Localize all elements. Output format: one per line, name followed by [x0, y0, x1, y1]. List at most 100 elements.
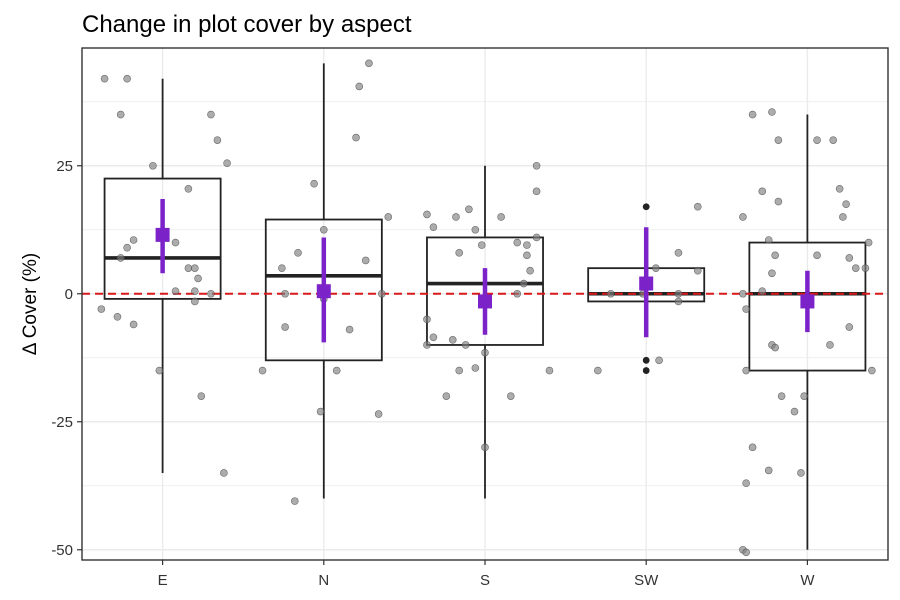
data-point: [310, 179, 318, 188]
x-axis-ticks: E N S SW W: [158, 560, 815, 589]
data-point: [213, 136, 222, 144]
box-e: [103, 177, 222, 300]
data-point: [452, 213, 460, 221]
data-point: [523, 251, 531, 260]
x-tick-label: E: [158, 572, 168, 589]
data-point: [513, 289, 522, 298]
mean-markers: [155, 199, 815, 343]
outliers: [642, 203, 650, 374]
data-point: [532, 161, 541, 170]
data-point: [481, 443, 489, 452]
data-point: [594, 366, 602, 375]
data-point: [835, 185, 844, 193]
data-point: [606, 289, 615, 298]
data-point: [316, 407, 325, 416]
data-point: [748, 443, 757, 452]
data-point: [771, 251, 779, 260]
outlier-point: [642, 367, 650, 374]
y-axis-ticks: -50 -25 0 25: [51, 158, 82, 559]
data-point: [523, 241, 531, 249]
data-point: [758, 287, 767, 296]
data-point: [545, 366, 554, 375]
data-point: [191, 264, 199, 272]
data-point: [116, 254, 125, 262]
data-point: [455, 366, 464, 375]
data-point: [652, 264, 660, 272]
chart-title: Change in plot cover by aspect: [82, 11, 412, 38]
data-point: [693, 202, 702, 211]
data-point: [471, 225, 480, 234]
mean-marker: [639, 276, 654, 291]
data-point: [191, 287, 199, 296]
mean-marker: [155, 227, 170, 242]
data-point: [748, 110, 757, 119]
data-point: [742, 479, 750, 488]
data-point: [513, 238, 522, 247]
data-point: [768, 269, 776, 278]
data-point: [184, 185, 193, 193]
data-point: [471, 364, 480, 372]
data-point: [845, 323, 854, 331]
data-point: [532, 233, 541, 242]
data-point: [207, 289, 215, 298]
data-point: [461, 341, 470, 349]
data-point: [155, 366, 164, 375]
data-point: [319, 225, 328, 234]
data-point: [532, 187, 541, 196]
data-point: [655, 356, 663, 365]
data-point: [171, 287, 180, 296]
data-point: [851, 264, 860, 272]
data-point: [813, 251, 821, 260]
box-w: [748, 241, 867, 372]
data-point: [332, 366, 341, 375]
data-point: [768, 108, 776, 116]
box-n: [264, 218, 383, 362]
data-point: [442, 392, 451, 400]
data-point: [258, 366, 267, 375]
y-tick-label: 25: [56, 158, 73, 175]
data-point: [739, 289, 747, 298]
data-point: [771, 343, 779, 352]
y-tick-label: 0: [65, 286, 73, 303]
data-point: [294, 249, 302, 257]
data-point: [429, 333, 438, 342]
data-point: [829, 136, 837, 144]
data-point: [842, 200, 850, 208]
data-point: [129, 320, 138, 329]
x-tick-label: SW: [634, 572, 659, 589]
data-point: [429, 223, 438, 231]
y-tick-label: -25: [51, 414, 73, 431]
data-point: [674, 249, 683, 257]
data-point: [481, 348, 489, 357]
data-point: [774, 136, 783, 144]
box-s: [426, 236, 544, 346]
data-point: [739, 213, 747, 221]
data-point: [448, 336, 457, 344]
data-point: [223, 159, 231, 167]
data-point: [345, 325, 354, 334]
data-point: [742, 548, 750, 557]
data-point: [800, 392, 808, 400]
data-point: [790, 407, 799, 416]
data-point: [526, 266, 534, 275]
outlier-point: [642, 356, 650, 364]
data-point: [197, 392, 206, 400]
outlier-point: [642, 203, 650, 211]
data-point: [352, 133, 360, 142]
data-point: [758, 187, 767, 196]
data-point: [113, 312, 122, 321]
data-point: [423, 210, 431, 219]
data-point: [194, 274, 202, 283]
data-point: [281, 289, 289, 298]
data-point: [764, 236, 773, 244]
data-point: [845, 254, 854, 262]
data-point: [116, 110, 125, 119]
data-point: [774, 197, 783, 206]
y-tick-label: -50: [51, 542, 73, 559]
y-axis-title: Δ Cover (%): [20, 253, 41, 355]
data-point: [191, 297, 199, 306]
data-point: [742, 305, 750, 313]
data-point: [365, 59, 373, 68]
data-point: [465, 205, 473, 214]
data-point: [129, 236, 138, 244]
